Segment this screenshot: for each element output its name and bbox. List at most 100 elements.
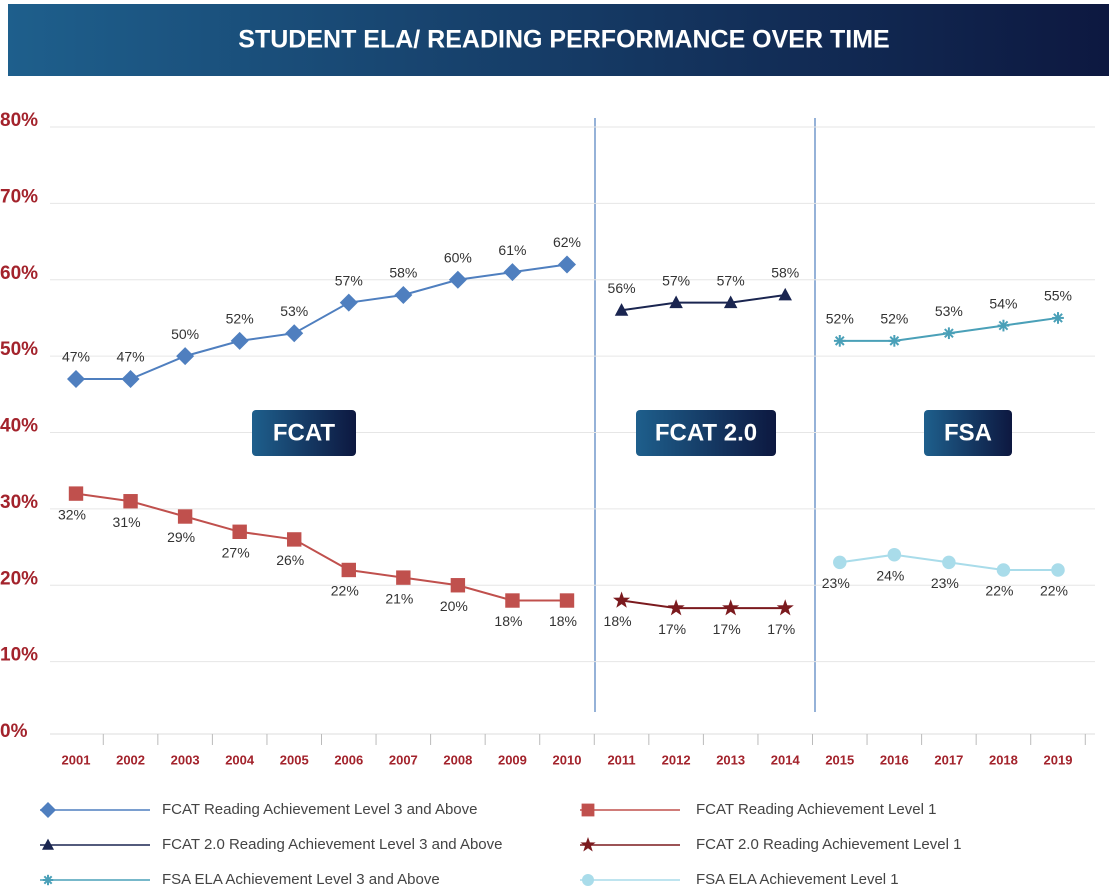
- point: [996, 563, 1011, 577]
- point: [341, 562, 356, 578]
- value-label: 18%: [549, 613, 577, 629]
- point: [396, 570, 411, 585]
- era-badge: [252, 410, 356, 456]
- point: [505, 593, 520, 608]
- point: [287, 532, 302, 547]
- value-label: 56%: [608, 280, 636, 296]
- value-label: 17%: [713, 621, 741, 637]
- point: [558, 255, 576, 274]
- legend-marker: [40, 802, 56, 818]
- y-tick-label: 10%: [0, 645, 38, 666]
- series-line: [75, 492, 567, 602]
- value-label: 47%: [62, 349, 90, 365]
- x-tick-label: 2015: [825, 752, 854, 767]
- point: [778, 287, 792, 301]
- value-label: 57%: [717, 272, 745, 288]
- value-label: 47%: [117, 349, 145, 365]
- value-label: 57%: [335, 272, 363, 288]
- value-label: 32%: [58, 506, 86, 522]
- y-tick-label: 80%: [0, 110, 38, 131]
- value-label: 22%: [331, 583, 359, 599]
- value-label: 58%: [771, 265, 799, 281]
- point: [942, 555, 956, 570]
- point: [888, 335, 901, 347]
- point: [667, 599, 685, 616]
- value-label: 61%: [498, 242, 526, 258]
- value-label: 26%: [276, 552, 304, 568]
- value-label: 57%: [662, 272, 690, 288]
- era-badge: [636, 410, 776, 456]
- point: [833, 555, 847, 570]
- title-banner: [8, 4, 1109, 76]
- point-stroke: [1053, 313, 1063, 323]
- x-tick-label: 2013: [716, 752, 745, 767]
- era-label: FSA: [944, 419, 992, 446]
- point: [177, 509, 193, 524]
- y-tick-label: 40%: [0, 416, 38, 437]
- era-badge: [924, 410, 1012, 456]
- legend-label: FCAT Reading Achievement Level 3 and Abo…: [162, 801, 477, 818]
- legend-label: FCAT 2.0 Reading Achievement Level 1: [696, 836, 961, 853]
- value-label: 60%: [444, 249, 472, 265]
- point-stroke: [834, 336, 845, 346]
- value-label: 52%: [226, 311, 254, 327]
- era-label: FCAT: [273, 419, 336, 446]
- x-tick-label: 2002: [116, 752, 145, 767]
- value-label: 29%: [167, 529, 195, 545]
- legend-marker: [42, 838, 54, 850]
- point-stroke: [944, 328, 954, 339]
- value-label: 53%: [280, 303, 308, 319]
- value-label: 55%: [1044, 288, 1072, 304]
- point: [613, 591, 631, 608]
- series-line: [621, 294, 786, 312]
- value-label: 17%: [658, 621, 686, 637]
- point: [723, 295, 738, 309]
- y-tick-label: 70%: [0, 186, 38, 207]
- value-label: 31%: [113, 514, 141, 530]
- point: [1052, 312, 1064, 324]
- legend-marker: [580, 837, 596, 852]
- point: [176, 347, 195, 366]
- point: [448, 270, 467, 289]
- point: [614, 303, 629, 316]
- value-label: 50%: [171, 326, 199, 342]
- value-label: 18%: [494, 613, 522, 629]
- value-label: 23%: [931, 575, 959, 591]
- legend-marker: [581, 803, 595, 817]
- x-tick-label: 2019: [1044, 752, 1073, 767]
- point: [123, 494, 138, 509]
- value-label: 58%: [389, 265, 417, 281]
- legend-marker: [582, 874, 594, 886]
- x-tick-label: 2007: [389, 752, 418, 767]
- point: [1051, 563, 1065, 577]
- point: [394, 286, 413, 305]
- value-label: 22%: [985, 583, 1013, 599]
- legend-label: FCAT Reading Achievement Level 1: [696, 801, 936, 818]
- x-tick-label: 2012: [662, 752, 691, 767]
- x-tick-label: 2001: [62, 752, 91, 767]
- point-stroke: [43, 875, 53, 885]
- series-line: [621, 599, 786, 610]
- legend-label: FCAT 2.0 Reading Achievement Level 3 and…: [162, 836, 503, 853]
- y-tick-label: 30%: [0, 492, 38, 513]
- point: [67, 370, 85, 389]
- value-label: 22%: [1040, 583, 1068, 599]
- y-tick-label: 60%: [0, 263, 38, 284]
- value-label: 24%: [876, 567, 904, 583]
- point: [887, 547, 902, 562]
- x-tick-label: 2018: [989, 752, 1018, 767]
- point: [503, 263, 522, 282]
- era-label: FCAT 2.0: [655, 419, 757, 446]
- value-label: 52%: [826, 311, 854, 327]
- value-label: 52%: [880, 311, 908, 327]
- chart-title: STUDENT ELA/ READING PERFORMANCE OVER TI…: [238, 26, 889, 54]
- value-label: 20%: [440, 598, 468, 614]
- value-label: 17%: [767, 621, 795, 637]
- value-label: 23%: [822, 575, 850, 591]
- x-tick-label: 2005: [280, 752, 309, 767]
- point: [997, 319, 1010, 332]
- x-tick-label: 2010: [553, 752, 582, 767]
- value-label: 21%: [385, 590, 413, 606]
- series-line: [76, 263, 568, 381]
